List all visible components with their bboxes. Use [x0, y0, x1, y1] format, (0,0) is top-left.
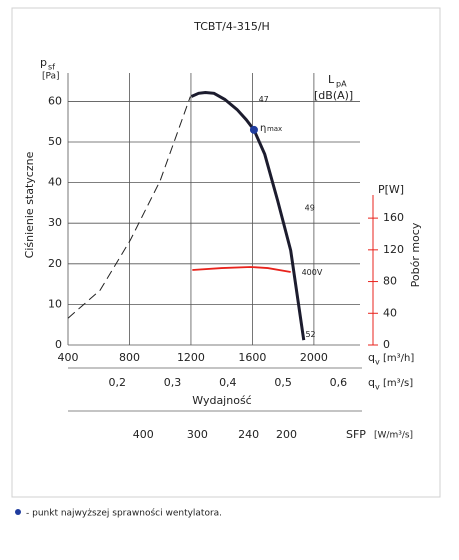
y2-tick-label: 160	[383, 211, 404, 224]
y-label-unit: [Pa]	[42, 72, 60, 82]
x-label-unit: [m³/h]	[383, 353, 414, 364]
x2-label-unit: [m³/s]	[383, 378, 413, 389]
y-tick-label: 40	[48, 176, 62, 189]
y-tick-label: 0	[55, 338, 62, 351]
y-tick-label: 30	[48, 216, 62, 229]
y-tick-label: 60	[48, 94, 62, 107]
x-tick-label: 400	[58, 351, 79, 364]
y2-tick-label: 80	[383, 275, 397, 288]
y2-title: Pobór mocy	[409, 222, 422, 287]
sfp-tick-label: 200	[276, 428, 297, 441]
x-tick-label: 1600	[238, 351, 266, 364]
y-tick-label: 20	[48, 257, 62, 270]
x-title: Wydajność	[192, 394, 251, 407]
x2-tick-label: 0,3	[164, 376, 182, 389]
sfp-tick-label: 240	[238, 428, 259, 441]
x-tick-label: 800	[119, 351, 140, 364]
y2-label: P[W]	[378, 183, 404, 196]
x2-label-symbol: q	[368, 376, 375, 389]
y-tick-label: 50	[48, 135, 62, 148]
frame	[11, 7, 441, 498]
x2-label-sub: v	[375, 383, 380, 392]
point-label-sub: max	[267, 125, 282, 133]
x-tick-label: 2000	[300, 351, 328, 364]
y-label-sub: sf	[48, 63, 55, 72]
footnote: - punkt najwyższej sprawności wentylator…	[26, 508, 222, 519]
sfp-label: SFP	[346, 428, 366, 441]
y-title: Ciśnienie statyczne	[23, 151, 36, 258]
lpa-sub: pA	[336, 80, 347, 89]
x2-tick-label: 0,4	[219, 376, 237, 389]
efficiency-point	[249, 125, 258, 134]
lpa-symbol: L	[328, 73, 335, 86]
chart-title: TCBT/4-315/H	[193, 20, 270, 33]
annotation: 52	[305, 330, 315, 339]
curve	[190, 90, 306, 341]
y2-tick-label: 40	[383, 306, 397, 319]
sfp-tick-label: 400	[133, 428, 154, 441]
annotation: 49	[305, 203, 315, 212]
y2-tick-label: 0	[383, 338, 390, 351]
x-label-sub: v	[375, 358, 380, 367]
x-tick-label: 1200	[177, 351, 205, 364]
y-tick-label: 10	[48, 297, 62, 310]
x2-tick-label: 0,5	[274, 376, 292, 389]
footnote-marker	[15, 509, 21, 515]
annotation: 47	[259, 95, 269, 104]
curve	[192, 266, 291, 273]
point-label: η	[260, 123, 266, 134]
lpa-unit: [dB(A)]	[314, 89, 353, 102]
annotation: 400V	[302, 268, 323, 277]
x-label-symbol: q	[368, 351, 375, 364]
curve	[67, 96, 191, 319]
x2-tick-label: 0,2	[108, 376, 126, 389]
sfp-tick-label: 300	[187, 428, 208, 441]
y2-tick-label: 120	[383, 243, 404, 256]
sfp-unit: [W/m³/s]	[374, 431, 413, 441]
x2-tick-label: 0,6	[330, 376, 348, 389]
y-label-symbol: p	[40, 56, 47, 69]
